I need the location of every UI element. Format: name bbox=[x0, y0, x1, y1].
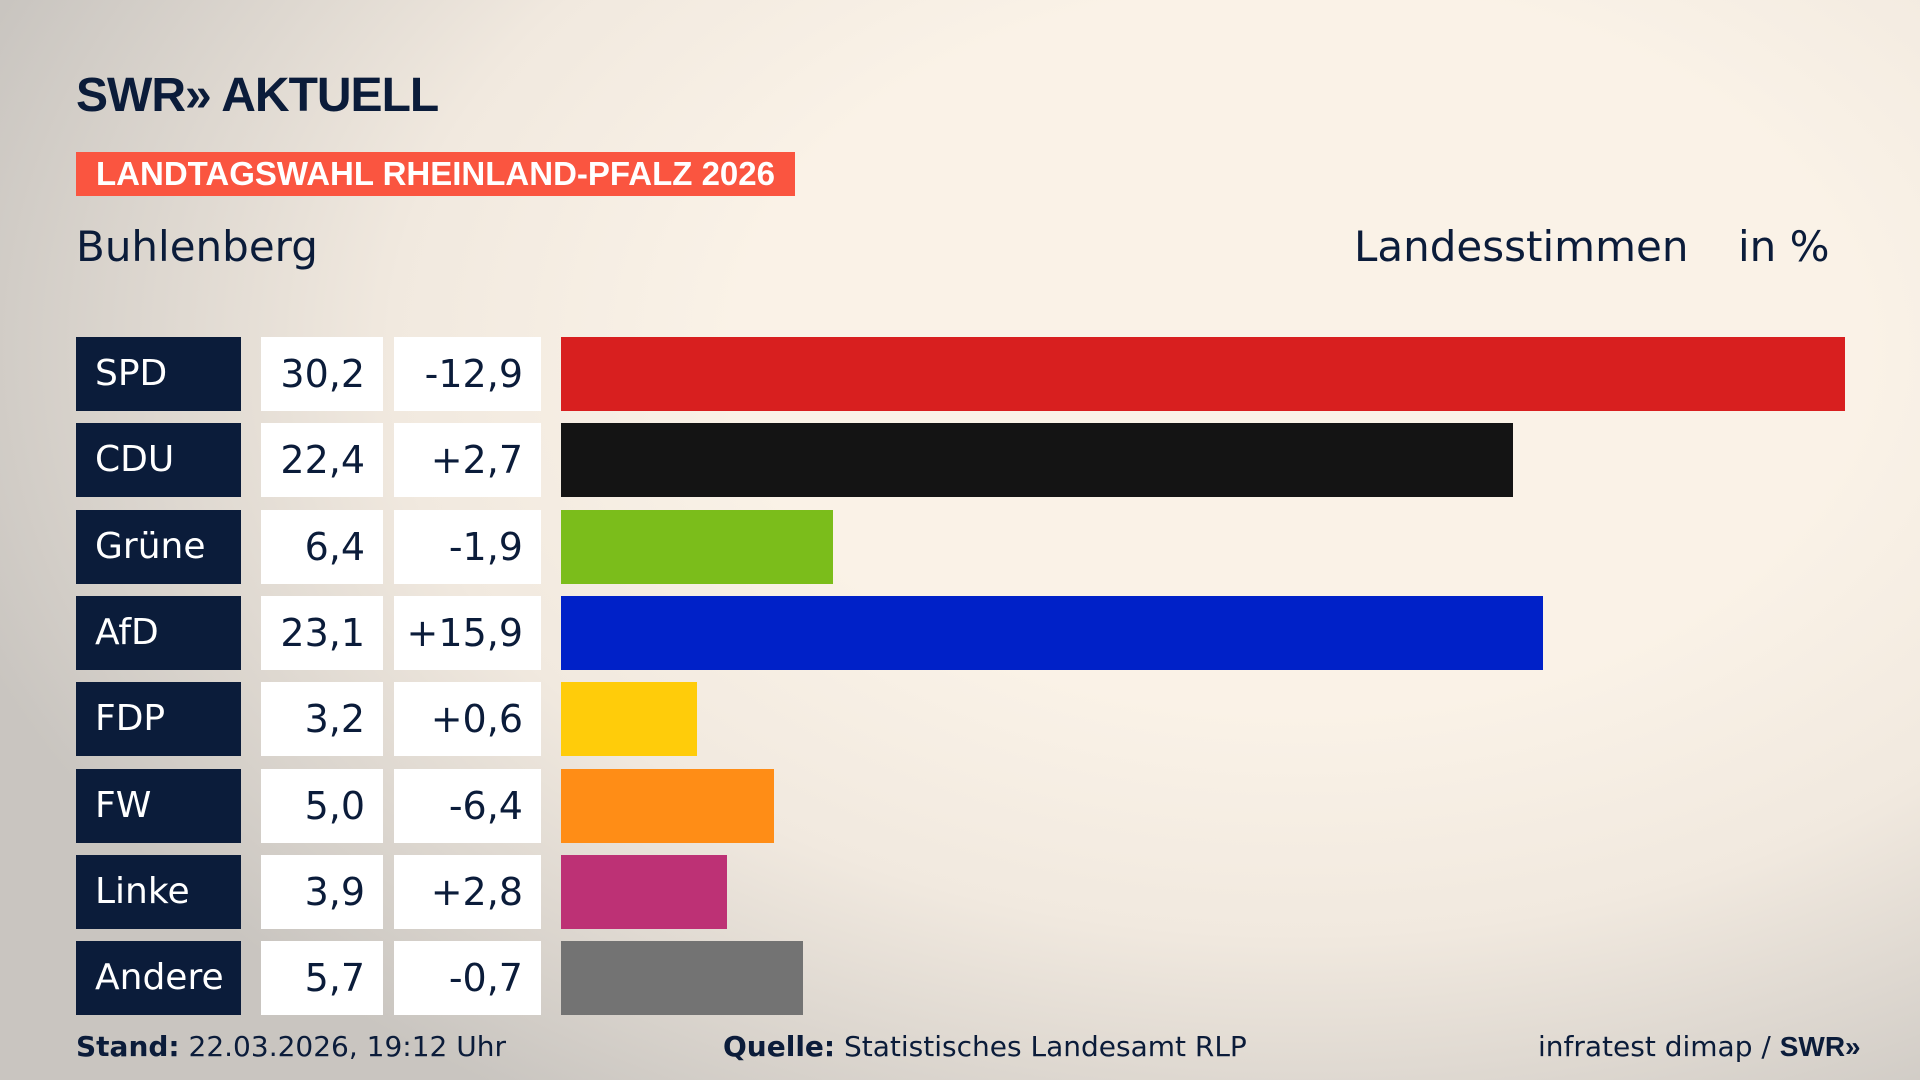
party-label: AfD bbox=[76, 595, 241, 670]
party-value: 30,2 bbox=[261, 337, 383, 411]
source: Quelle: Statistisches Landesamt RLP bbox=[723, 1030, 1247, 1063]
party-label: Linke bbox=[76, 854, 241, 929]
party-diff: -12,9 bbox=[394, 337, 541, 411]
party-row: CDU 22,4 +2,7 bbox=[76, 423, 1876, 498]
party-bar bbox=[561, 682, 698, 757]
region-title: Buhlenberg bbox=[76, 222, 318, 271]
unit-label: in % bbox=[1738, 222, 1830, 271]
party-label: CDU bbox=[76, 423, 241, 498]
party-row: SPD 30,2 -12,9 bbox=[76, 337, 1876, 411]
party-value: 3,2 bbox=[261, 682, 383, 757]
party-diff: -0,7 bbox=[394, 941, 541, 1016]
party-bar bbox=[561, 941, 804, 1016]
party-row: Linke 3,9 +2,8 bbox=[76, 854, 1876, 929]
party-diff: -1,9 bbox=[394, 509, 541, 584]
party-diff: +2,8 bbox=[394, 854, 541, 929]
party-label: SPD bbox=[76, 337, 241, 411]
party-diff: +0,6 bbox=[394, 682, 541, 757]
party-bar bbox=[561, 337, 1845, 411]
party-label: Grüne bbox=[76, 509, 241, 584]
party-value: 22,4 bbox=[261, 423, 383, 498]
measure-label: Landesstimmen bbox=[1354, 222, 1689, 271]
party-row: AfD 23,1 +15,9 bbox=[76, 595, 1876, 670]
party-value: 23,1 bbox=[261, 595, 383, 670]
timestamp: Stand: 22.03.2026, 19:12 Uhr bbox=[76, 1030, 506, 1063]
party-row: Andere 5,7 -0,7 bbox=[76, 941, 1876, 1016]
party-diff: -6,4 bbox=[394, 768, 541, 843]
party-label: FW bbox=[76, 768, 241, 843]
credit: infratest dimap / SWR» bbox=[1538, 1030, 1861, 1063]
swr-aktuell-logo: SWR» AKTUELL bbox=[76, 69, 439, 122]
party-value: 3,9 bbox=[261, 854, 383, 929]
party-value: 5,0 bbox=[261, 768, 383, 843]
election-banner: LANDTAGSWAHL RHEINLAND-PFALZ 2026 bbox=[76, 152, 795, 196]
party-value: 6,4 bbox=[261, 509, 383, 584]
party-label: Andere bbox=[76, 941, 241, 1016]
party-row: FDP 3,2 +0,6 bbox=[76, 682, 1876, 757]
party-value: 5,7 bbox=[261, 941, 383, 1016]
party-bar bbox=[561, 595, 1544, 670]
party-bar bbox=[561, 854, 727, 929]
party-diff: +2,7 bbox=[394, 423, 541, 498]
party-diff: +15,9 bbox=[394, 595, 541, 670]
swr-logo: SWR» bbox=[1779, 1031, 1861, 1062]
party-bar bbox=[561, 768, 774, 843]
party-bar bbox=[561, 423, 1514, 498]
party-row: FW 5,0 -6,4 bbox=[76, 768, 1876, 843]
party-bar bbox=[561, 509, 834, 584]
party-label: FDP bbox=[76, 682, 241, 757]
party-row: Grüne 6,4 -1,9 bbox=[76, 509, 1876, 584]
